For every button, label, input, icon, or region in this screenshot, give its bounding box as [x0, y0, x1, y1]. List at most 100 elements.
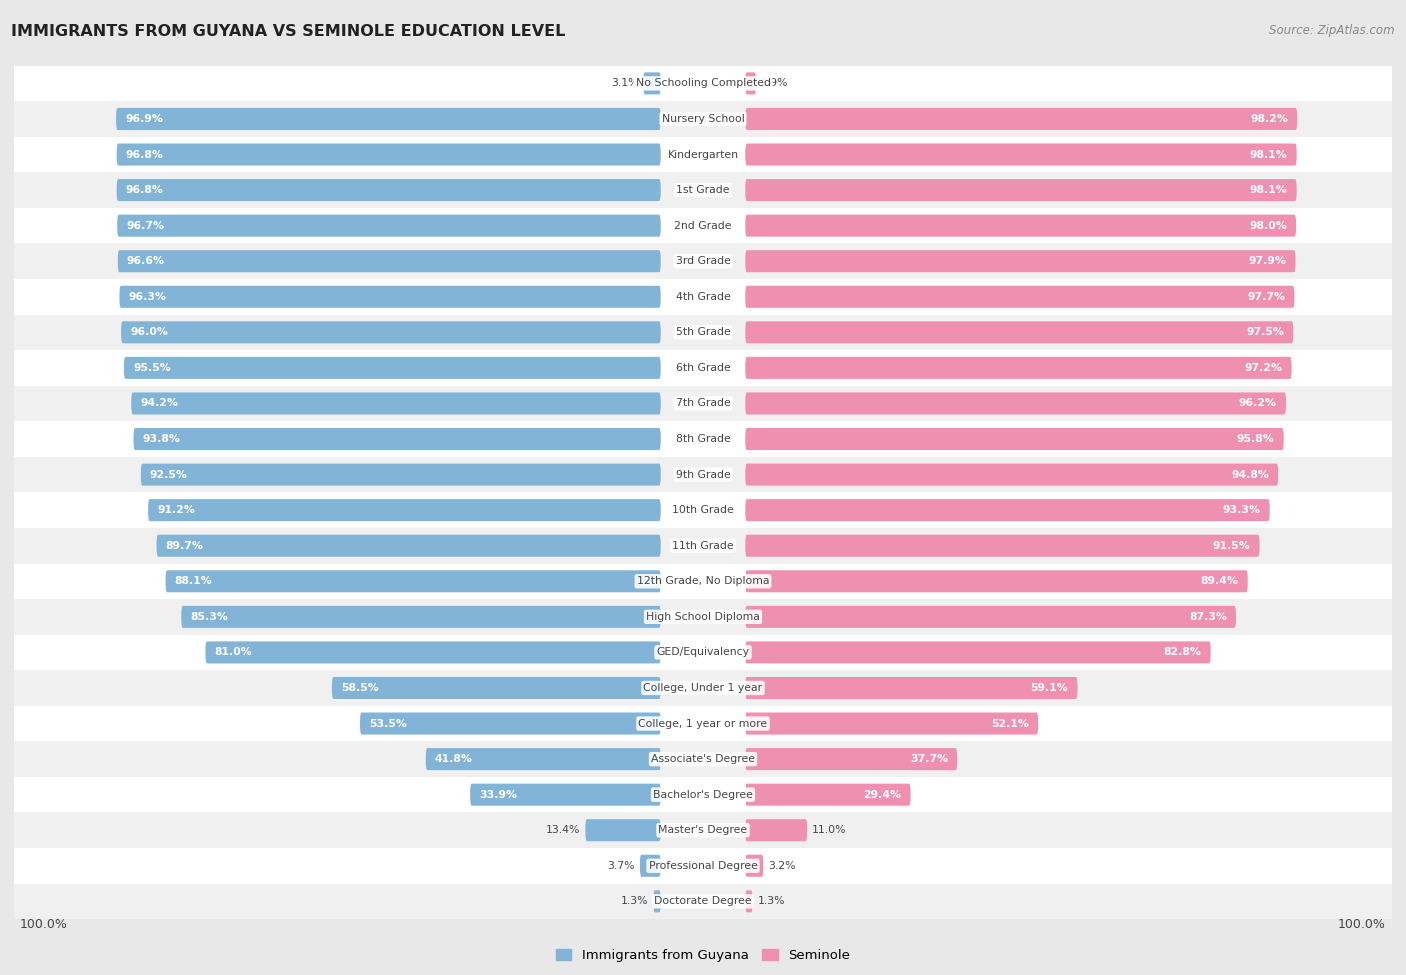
Text: Source: ZipAtlas.com: Source: ZipAtlas.com: [1270, 24, 1395, 37]
Bar: [8, 492, 1398, 527]
Text: 1.9%: 1.9%: [761, 78, 789, 89]
Bar: [8, 208, 1398, 244]
FancyBboxPatch shape: [426, 748, 661, 770]
FancyBboxPatch shape: [745, 143, 1296, 166]
FancyBboxPatch shape: [148, 499, 661, 522]
Text: 10th Grade: 10th Grade: [672, 505, 734, 515]
FancyBboxPatch shape: [117, 179, 661, 201]
Bar: [8, 279, 1398, 315]
Bar: [8, 564, 1398, 599]
Bar: [8, 635, 1398, 670]
Text: 88.1%: 88.1%: [174, 576, 212, 586]
FancyBboxPatch shape: [181, 605, 661, 628]
Text: 91.2%: 91.2%: [157, 505, 195, 515]
Text: 97.7%: 97.7%: [1247, 292, 1285, 302]
Text: 53.5%: 53.5%: [370, 719, 406, 728]
Text: Master's Degree: Master's Degree: [658, 825, 748, 836]
FancyBboxPatch shape: [745, 393, 1286, 414]
Text: 33.9%: 33.9%: [479, 790, 517, 799]
FancyBboxPatch shape: [205, 642, 661, 663]
FancyBboxPatch shape: [470, 784, 661, 805]
FancyBboxPatch shape: [124, 357, 661, 379]
Text: 96.9%: 96.9%: [125, 114, 163, 124]
Text: 91.5%: 91.5%: [1213, 541, 1250, 551]
FancyBboxPatch shape: [332, 677, 661, 699]
Text: 3.2%: 3.2%: [768, 861, 796, 871]
FancyBboxPatch shape: [117, 108, 661, 130]
Text: 1st Grade: 1st Grade: [676, 185, 730, 195]
FancyBboxPatch shape: [134, 428, 661, 450]
Text: 96.0%: 96.0%: [131, 328, 169, 337]
Text: 98.1%: 98.1%: [1250, 185, 1288, 195]
Text: 41.8%: 41.8%: [434, 754, 472, 764]
FancyBboxPatch shape: [360, 713, 661, 734]
Text: Kindergarten: Kindergarten: [668, 149, 738, 160]
Text: 97.9%: 97.9%: [1249, 256, 1286, 266]
Text: 100.0%: 100.0%: [1339, 918, 1386, 931]
Text: 96.8%: 96.8%: [125, 185, 163, 195]
FancyBboxPatch shape: [745, 499, 1270, 522]
Bar: [8, 386, 1398, 421]
Text: 6th Grade: 6th Grade: [676, 363, 730, 372]
FancyBboxPatch shape: [166, 570, 661, 592]
Legend: Immigrants from Guyana, Seminole: Immigrants from Guyana, Seminole: [550, 944, 856, 967]
FancyBboxPatch shape: [745, 251, 1295, 272]
Text: 12th Grade, No Diploma: 12th Grade, No Diploma: [637, 576, 769, 586]
Text: IMMIGRANTS FROM GUYANA VS SEMINOLE EDUCATION LEVEL: IMMIGRANTS FROM GUYANA VS SEMINOLE EDUCA…: [11, 24, 565, 39]
Text: 52.1%: 52.1%: [991, 719, 1029, 728]
Text: Professional Degree: Professional Degree: [648, 861, 758, 871]
Text: 4th Grade: 4th Grade: [676, 292, 730, 302]
Bar: [8, 457, 1398, 492]
Bar: [8, 421, 1398, 457]
FancyBboxPatch shape: [654, 890, 661, 913]
FancyBboxPatch shape: [745, 784, 911, 805]
Text: 96.6%: 96.6%: [127, 256, 165, 266]
Bar: [8, 527, 1398, 564]
FancyBboxPatch shape: [745, 463, 1278, 486]
Text: College, 1 year or more: College, 1 year or more: [638, 719, 768, 728]
FancyBboxPatch shape: [745, 286, 1295, 308]
Text: 93.8%: 93.8%: [142, 434, 180, 444]
Text: 29.4%: 29.4%: [863, 790, 901, 799]
Bar: [8, 136, 1398, 173]
FancyBboxPatch shape: [745, 713, 1038, 734]
Bar: [8, 741, 1398, 777]
FancyBboxPatch shape: [745, 570, 1247, 592]
FancyBboxPatch shape: [585, 819, 661, 841]
FancyBboxPatch shape: [745, 72, 756, 95]
FancyBboxPatch shape: [745, 214, 1296, 237]
Text: High School Diploma: High School Diploma: [647, 612, 759, 622]
Text: 96.3%: 96.3%: [128, 292, 166, 302]
FancyBboxPatch shape: [745, 179, 1296, 201]
Text: 89.7%: 89.7%: [166, 541, 204, 551]
Text: 100.0%: 100.0%: [20, 918, 67, 931]
FancyBboxPatch shape: [640, 855, 661, 877]
Bar: [8, 244, 1398, 279]
Text: 1.3%: 1.3%: [621, 896, 648, 907]
Bar: [8, 812, 1398, 848]
Text: 93.3%: 93.3%: [1223, 505, 1261, 515]
Text: 82.8%: 82.8%: [1164, 647, 1202, 657]
FancyBboxPatch shape: [745, 605, 1236, 628]
Text: GED/Equivalency: GED/Equivalency: [657, 647, 749, 657]
Text: 81.0%: 81.0%: [215, 647, 252, 657]
Text: 98.1%: 98.1%: [1250, 149, 1288, 160]
Text: 92.5%: 92.5%: [150, 470, 188, 480]
Text: 94.8%: 94.8%: [1232, 470, 1270, 480]
Bar: [8, 777, 1398, 812]
FancyBboxPatch shape: [745, 322, 1294, 343]
Text: 97.5%: 97.5%: [1246, 328, 1284, 337]
FancyBboxPatch shape: [745, 677, 1077, 699]
Text: 94.2%: 94.2%: [141, 399, 179, 409]
Text: 7th Grade: 7th Grade: [676, 399, 730, 409]
FancyBboxPatch shape: [745, 428, 1284, 450]
Text: Nursery School: Nursery School: [662, 114, 744, 124]
Text: 85.3%: 85.3%: [190, 612, 228, 622]
Text: 3.7%: 3.7%: [607, 861, 636, 871]
Text: 97.2%: 97.2%: [1244, 363, 1282, 372]
FancyBboxPatch shape: [745, 855, 763, 877]
FancyBboxPatch shape: [745, 108, 1298, 130]
Text: 1.3%: 1.3%: [758, 896, 785, 907]
Bar: [8, 883, 1398, 919]
FancyBboxPatch shape: [745, 534, 1260, 557]
